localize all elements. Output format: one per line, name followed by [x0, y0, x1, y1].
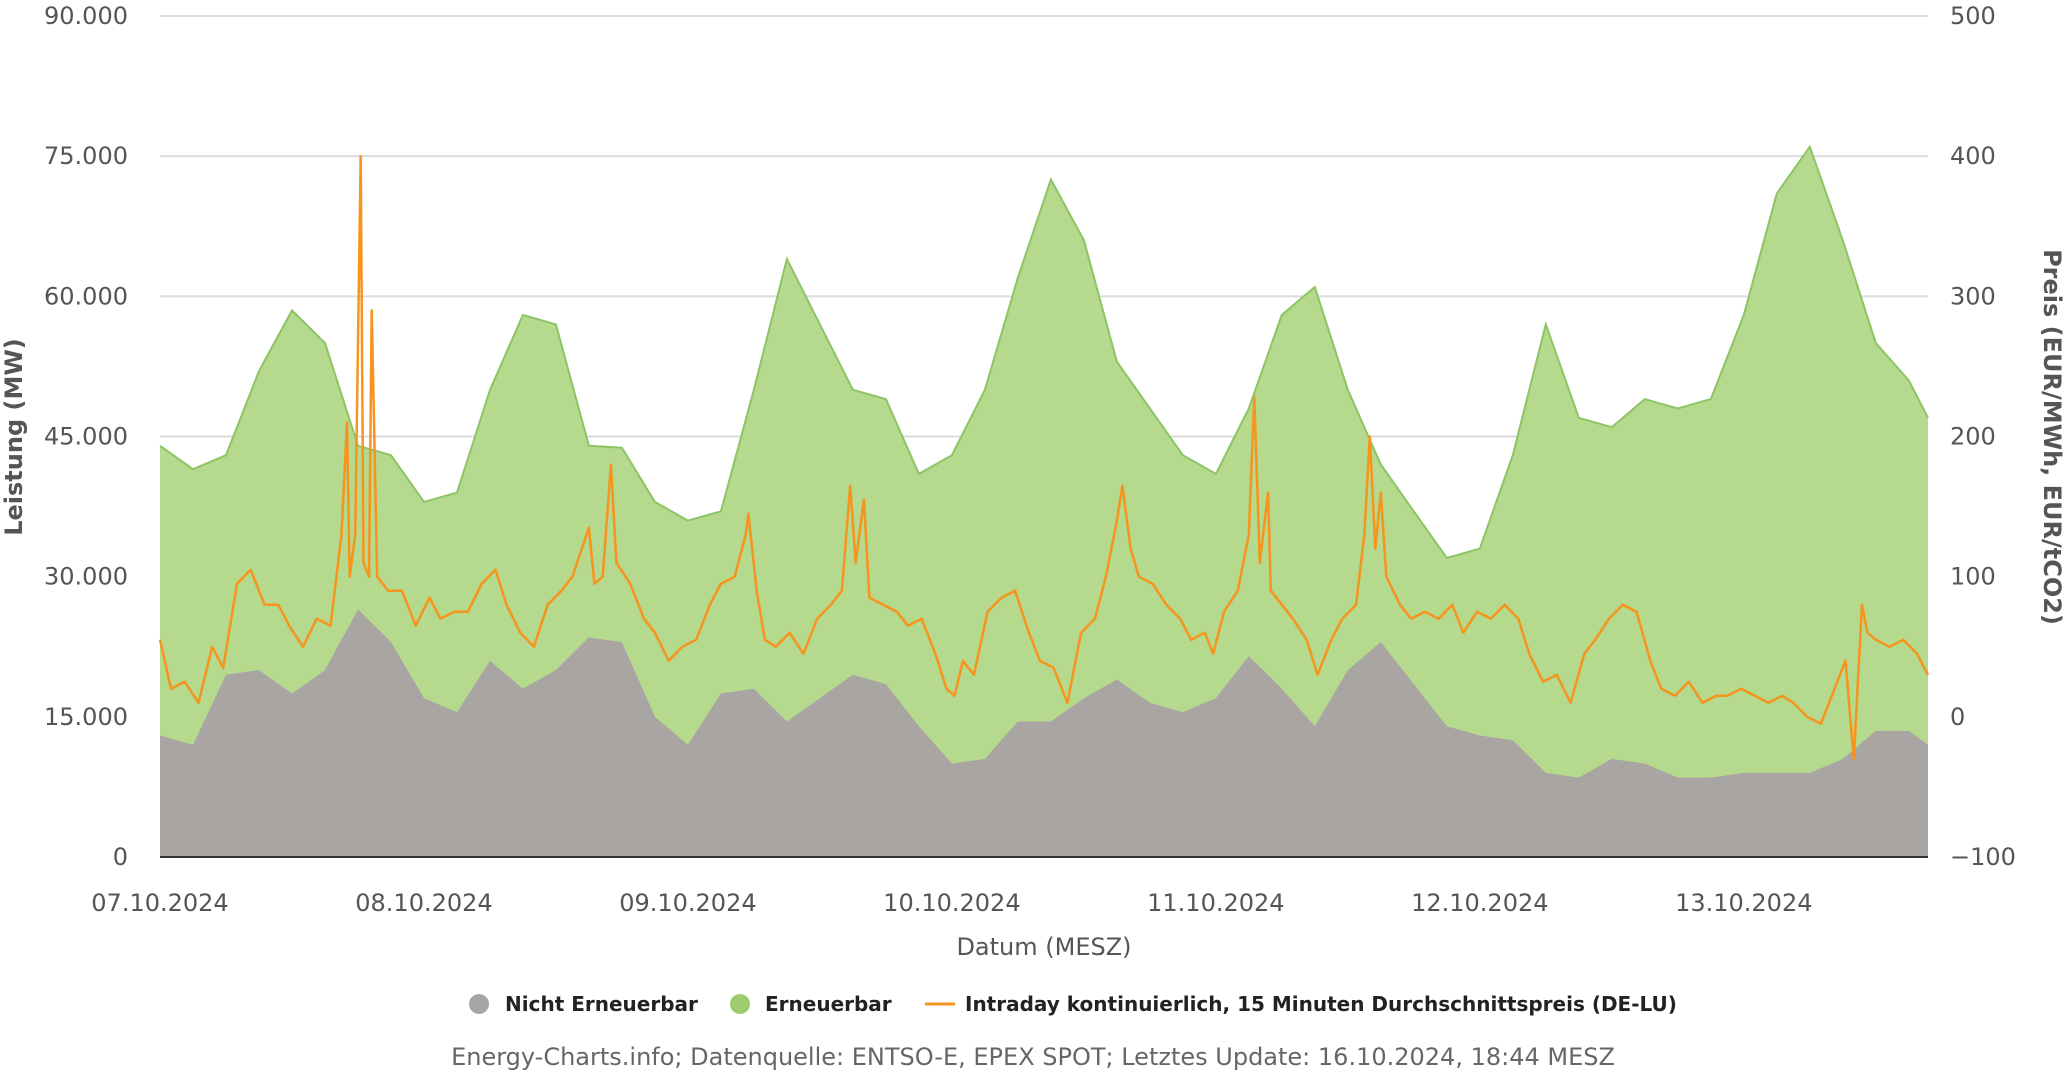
x-tick-label: 10.10.2024 — [883, 889, 1020, 917]
legend-label: Erneuerbar — [765, 992, 892, 1016]
legend-label: Nicht Erneuerbar — [505, 992, 698, 1016]
areas — [159, 144, 1929, 858]
left-axis-title: Leistung (MW) — [0, 338, 28, 536]
right-axis-title: Preis (EUR/MWh, EUR/tCO2) — [2038, 249, 2066, 625]
x-tick-label: 12.10.2024 — [1411, 889, 1548, 917]
right-tick-label: −100 — [1950, 843, 2016, 871]
legend: Nicht Erneuerbar Erneuerbar Intraday kon… — [469, 992, 1677, 1016]
x-axis-ticks: 07.10.2024 08.10.2024 09.10.2024 10.10.2024… — [91, 889, 1812, 917]
x-tick-label: 11.10.2024 — [1147, 889, 1284, 917]
x-tick-label: 13.10.2024 — [1675, 889, 1812, 917]
left-axis-ticks: 0 15.000 30.000 45.000 60.000 75.000 90.000 — [44, 2, 128, 871]
price-lines — [158, 154, 1930, 761]
right-tick-label: 200 — [1950, 423, 1996, 451]
left-tick-label: 15.000 — [44, 703, 128, 731]
legend-grey-dot-icon — [469, 994, 489, 1014]
legend-item-erneuerbar[interactable]: Erneuerbar — [730, 992, 892, 1016]
legend-green-dot-icon — [730, 994, 750, 1014]
x-axis-title: Datum (MESZ) — [956, 933, 1131, 961]
area-erneuerbar-outline — [159, 144, 1929, 560]
left-tick-label: 0 — [113, 843, 128, 871]
legend-label: Intraday kontinuierlich, 15 Minuten Durc… — [965, 992, 1677, 1016]
left-tick-label: 60.000 — [44, 282, 128, 310]
legend-item-intraday-price[interactable]: Intraday kontinuierlich, 15 Minuten Durc… — [925, 992, 1677, 1016]
x-tick-label: 09.10.2024 — [619, 889, 756, 917]
left-tick-label: 30.000 — [44, 563, 128, 591]
x-tick-label: 08.10.2024 — [355, 889, 492, 917]
right-tick-label: 300 — [1950, 282, 1996, 310]
right-tick-label: 100 — [1950, 563, 1996, 591]
right-tick-label: 400 — [1950, 142, 1996, 170]
left-tick-label: 45.000 — [44, 423, 128, 451]
right-tick-label: 500 — [1950, 2, 1996, 30]
footer-source: Energy-Charts.info; Datenquelle: ENTSO-E… — [451, 1043, 1615, 1071]
right-axis-ticks: −100 0 100 200 300 400 500 — [1950, 2, 2016, 871]
right-tick-label: 0 — [1950, 703, 1965, 731]
legend-item-nicht-erneuerbar[interactable]: Nicht Erneuerbar — [469, 992, 698, 1016]
left-tick-label: 90.000 — [44, 2, 128, 30]
left-tick-label: 75.000 — [44, 142, 128, 170]
x-tick-label: 07.10.2024 — [91, 889, 228, 917]
line-intraday-price — [158, 154, 1930, 761]
area-nicht-erneuerbar — [160, 609, 1928, 857]
